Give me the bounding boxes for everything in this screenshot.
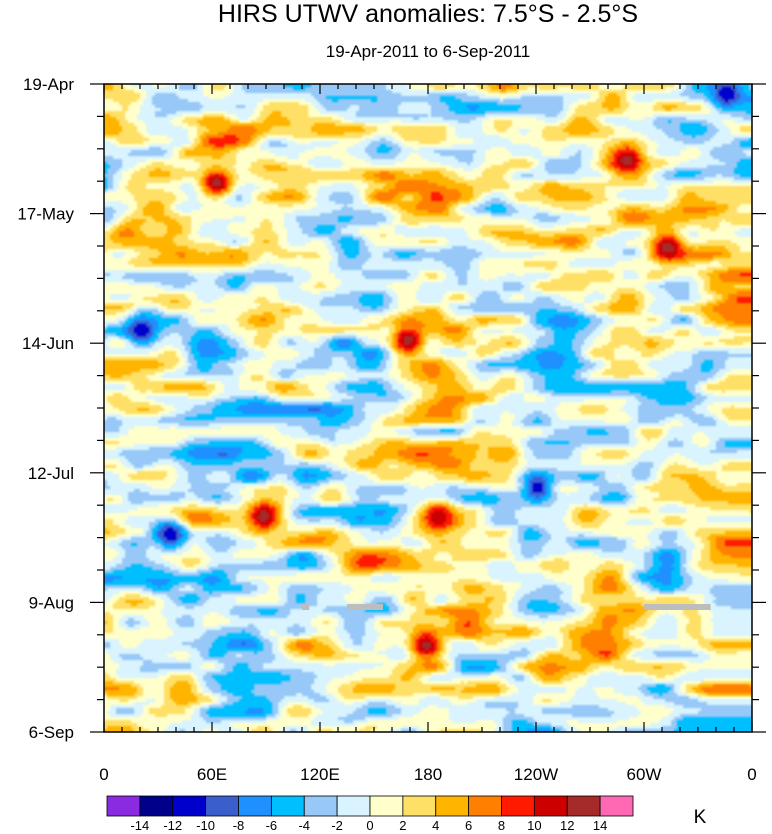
y-axis: 19-Apr 17-May 14-Jun 12-Jul 9-Aug 6-Sep (17, 75, 766, 742)
missing-data-segment (347, 604, 383, 611)
x-axis: 0 60E 120E 180 120W 60W 0 (99, 84, 757, 784)
y-tick-label: 9-Aug (29, 593, 74, 612)
colorbar-swatch (402, 795, 437, 817)
x-tick-label: 0 (99, 765, 108, 784)
missing-data-segment (644, 604, 711, 611)
colorbar-label: 10 (527, 818, 541, 833)
x-tick-label: 120W (514, 765, 558, 784)
colorbar-swatch (501, 795, 535, 817)
x-tick-label: 120E (300, 765, 340, 784)
colorbar-swatch (303, 795, 338, 817)
y-tick-label: 6-Sep (29, 723, 74, 742)
colorbar-label: 12 (560, 818, 574, 833)
colorbar-unit: K (694, 807, 707, 828)
x-tick-label: 60W (627, 765, 662, 784)
colorbar-label: 8 (498, 818, 505, 833)
colorbar-swatch (106, 795, 141, 817)
colorbar-label: -12 (163, 818, 182, 833)
colorbar-swatch (468, 795, 502, 817)
colorbar-swatch (435, 795, 470, 817)
colorbar-label: -10 (196, 818, 215, 833)
colorbar-swatch (205, 795, 239, 817)
colorbar: -14 -12 -10 -8 -6 -4 -2 0 2 4 6 8 10 12 14 (106, 795, 634, 833)
colorbar-swatch (270, 795, 305, 817)
missing-data-layer (302, 604, 711, 611)
colorbar-label: -8 (233, 818, 245, 833)
y-tick-label: 19-Apr (23, 75, 74, 94)
colorbar-swatch (369, 795, 404, 817)
missing-data-segment (302, 604, 310, 611)
colorbar-label: -6 (266, 818, 278, 833)
x-tick-label: 180 (414, 765, 442, 784)
x-tick-label: 0 (747, 765, 756, 784)
colorbar-swatch (533, 795, 568, 817)
colorbar-swatch (238, 795, 272, 817)
colorbar-label: -14 (130, 818, 149, 833)
colorbar-label: 6 (465, 818, 472, 833)
colorbar-label: -2 (331, 818, 343, 833)
x-tick-label: 60E (197, 765, 227, 784)
colorbar-swatch (172, 795, 207, 817)
colorbar-label: 0 (366, 818, 373, 833)
colorbar-label: 2 (399, 818, 406, 833)
plot-area (103, 83, 753, 733)
colorbar-swatch (336, 795, 371, 817)
y-tick-label: 17-May (17, 205, 74, 224)
colorbar-swatch (566, 795, 601, 817)
colorbar-label: 14 (593, 818, 607, 833)
anomaly-field (104, 84, 752, 732)
y-tick-label: 14-Jun (22, 334, 74, 353)
colorbar-label: 4 (432, 818, 439, 833)
colorbar-swatch (599, 795, 634, 817)
colorbar-label: -4 (298, 818, 310, 833)
y-tick-label: 12-Jul (28, 464, 74, 483)
chart-title: HIRS UTWV anomalies: 7.5°S - 2.5°S (218, 0, 638, 28)
chart-subtitle: 19-Apr-2011 to 6-Sep-2011 (326, 42, 530, 61)
colorbar-swatch (139, 795, 174, 817)
